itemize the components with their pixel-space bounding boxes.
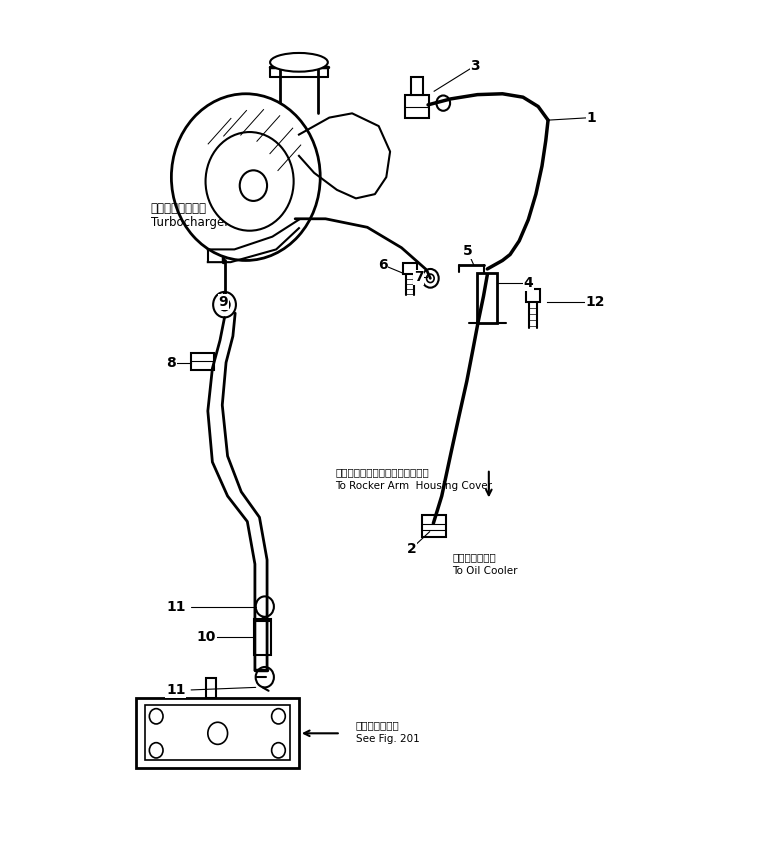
- Text: See Fig. 201: See Fig. 201: [356, 734, 420, 744]
- Bar: [135, 698, 299, 768]
- Bar: [191, 354, 214, 370]
- Bar: [206, 678, 216, 698]
- Text: オイルクーラへ: オイルクーラへ: [452, 552, 496, 562]
- Circle shape: [436, 96, 450, 110]
- Text: 11: 11: [166, 683, 186, 697]
- Bar: [411, 77, 423, 96]
- Bar: [405, 96, 429, 117]
- Text: 5: 5: [463, 244, 473, 259]
- Bar: [145, 705, 290, 759]
- Circle shape: [171, 94, 321, 260]
- Text: Turbocharger: Turbocharger: [151, 216, 230, 229]
- Text: To Oil Cooler: To Oil Cooler: [452, 566, 518, 576]
- Text: 11: 11: [166, 599, 186, 614]
- Text: 1: 1: [587, 110, 596, 125]
- Text: ロッカアームハウジングカバーへ: ロッカアームハウジングカバーへ: [335, 467, 429, 478]
- Circle shape: [213, 292, 236, 318]
- Circle shape: [206, 132, 294, 231]
- Text: 7: 7: [414, 270, 424, 284]
- Text: 12: 12: [585, 295, 605, 309]
- Bar: [254, 620, 271, 655]
- Text: 4: 4: [523, 276, 533, 290]
- Circle shape: [208, 722, 227, 745]
- Circle shape: [239, 170, 267, 201]
- Circle shape: [149, 743, 163, 758]
- Circle shape: [220, 299, 230, 311]
- Bar: [403, 263, 417, 274]
- Text: 第２０１図参照: 第２０１図参照: [356, 721, 399, 731]
- Bar: [526, 289, 539, 302]
- Circle shape: [149, 709, 163, 724]
- Text: 9: 9: [218, 295, 228, 309]
- Circle shape: [256, 597, 274, 617]
- Text: 2: 2: [406, 542, 416, 556]
- Bar: [477, 273, 497, 323]
- Text: 3: 3: [470, 59, 480, 73]
- Bar: [422, 514, 446, 537]
- Text: 8: 8: [167, 356, 176, 371]
- Circle shape: [272, 709, 285, 724]
- Text: To Rocker Arm  Housing Cover: To Rocker Arm Housing Cover: [335, 481, 493, 490]
- Circle shape: [422, 269, 438, 288]
- Circle shape: [427, 274, 435, 282]
- Polygon shape: [299, 113, 390, 199]
- Text: ターボチャージャ: ターボチャージャ: [151, 202, 207, 215]
- Text: 6: 6: [378, 258, 387, 271]
- Circle shape: [256, 667, 274, 687]
- Ellipse shape: [270, 53, 328, 72]
- Circle shape: [272, 743, 285, 758]
- Text: 10: 10: [197, 630, 216, 645]
